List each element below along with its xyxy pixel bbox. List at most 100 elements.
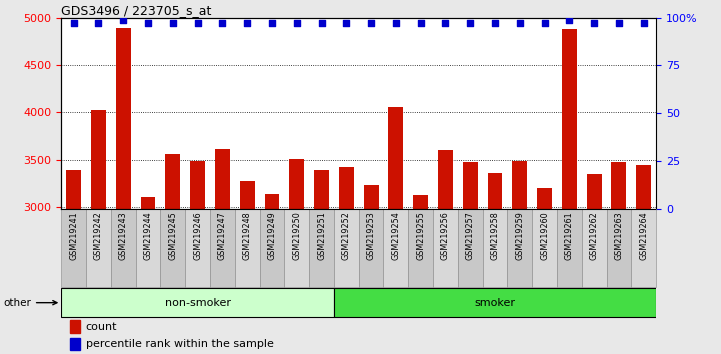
Bar bbox=[165, 154, 180, 209]
Point bbox=[588, 21, 600, 26]
Bar bbox=[463, 162, 478, 209]
Bar bbox=[413, 195, 428, 209]
FancyBboxPatch shape bbox=[433, 209, 458, 287]
FancyBboxPatch shape bbox=[458, 209, 482, 287]
Point bbox=[415, 21, 426, 26]
Point bbox=[564, 17, 575, 22]
Text: GSM219263: GSM219263 bbox=[614, 211, 624, 260]
Bar bbox=[562, 29, 577, 209]
FancyBboxPatch shape bbox=[161, 209, 185, 287]
FancyBboxPatch shape bbox=[508, 209, 532, 287]
Bar bbox=[438, 150, 453, 209]
Bar bbox=[190, 161, 205, 209]
Point bbox=[613, 21, 624, 26]
FancyBboxPatch shape bbox=[61, 288, 334, 317]
Text: GSM219255: GSM219255 bbox=[416, 211, 425, 260]
Point bbox=[192, 21, 203, 26]
Text: GSM219250: GSM219250 bbox=[292, 211, 301, 260]
FancyBboxPatch shape bbox=[606, 209, 632, 287]
Point bbox=[93, 21, 105, 26]
Bar bbox=[70, 338, 80, 350]
Point bbox=[638, 21, 650, 26]
FancyBboxPatch shape bbox=[185, 209, 210, 287]
Text: GSM219245: GSM219245 bbox=[168, 211, 177, 260]
Text: other: other bbox=[3, 298, 57, 308]
FancyBboxPatch shape bbox=[235, 209, 260, 287]
Text: GSM219260: GSM219260 bbox=[540, 211, 549, 260]
Bar bbox=[537, 188, 552, 209]
Text: GSM219254: GSM219254 bbox=[392, 211, 400, 260]
Bar bbox=[239, 181, 255, 209]
FancyBboxPatch shape bbox=[136, 209, 161, 287]
Text: non-smoker: non-smoker bbox=[164, 298, 231, 308]
Text: GSM219247: GSM219247 bbox=[218, 211, 227, 260]
FancyBboxPatch shape bbox=[334, 209, 359, 287]
FancyBboxPatch shape bbox=[210, 209, 235, 287]
Point bbox=[142, 21, 154, 26]
Bar bbox=[611, 161, 627, 209]
FancyBboxPatch shape bbox=[86, 209, 111, 287]
Point bbox=[266, 21, 278, 26]
FancyBboxPatch shape bbox=[284, 209, 309, 287]
Point bbox=[490, 21, 501, 26]
Text: GSM219264: GSM219264 bbox=[640, 211, 648, 260]
Text: smoker: smoker bbox=[474, 298, 516, 308]
Bar bbox=[513, 161, 527, 209]
FancyBboxPatch shape bbox=[359, 209, 384, 287]
Text: GDS3496 / 223705_s_at: GDS3496 / 223705_s_at bbox=[61, 4, 212, 17]
Text: GSM219257: GSM219257 bbox=[466, 211, 474, 260]
Point bbox=[316, 21, 327, 26]
Point bbox=[514, 21, 526, 26]
Bar bbox=[141, 196, 156, 209]
Text: GSM219261: GSM219261 bbox=[565, 211, 574, 260]
Text: GSM219246: GSM219246 bbox=[193, 211, 202, 260]
Point bbox=[291, 21, 303, 26]
Text: GSM219259: GSM219259 bbox=[516, 211, 524, 260]
FancyBboxPatch shape bbox=[582, 209, 606, 287]
FancyBboxPatch shape bbox=[482, 209, 508, 287]
Bar bbox=[91, 110, 106, 209]
Point bbox=[242, 21, 253, 26]
FancyBboxPatch shape bbox=[334, 288, 656, 317]
Text: GSM219262: GSM219262 bbox=[590, 211, 598, 260]
Point bbox=[366, 21, 377, 26]
Text: GSM219256: GSM219256 bbox=[441, 211, 450, 260]
Bar bbox=[363, 185, 379, 209]
Point bbox=[390, 21, 402, 26]
Point bbox=[68, 21, 79, 26]
Point bbox=[464, 21, 476, 26]
Text: GSM219248: GSM219248 bbox=[243, 211, 252, 260]
Bar bbox=[587, 174, 601, 209]
Bar bbox=[487, 173, 503, 209]
Point bbox=[167, 21, 179, 26]
Text: GSM219252: GSM219252 bbox=[342, 211, 351, 260]
Point bbox=[118, 17, 129, 22]
Text: GSM219243: GSM219243 bbox=[119, 211, 128, 260]
FancyBboxPatch shape bbox=[61, 209, 86, 287]
Text: GSM219249: GSM219249 bbox=[267, 211, 276, 260]
Text: GSM219241: GSM219241 bbox=[69, 211, 78, 260]
Text: GSM219258: GSM219258 bbox=[490, 211, 500, 260]
Bar bbox=[289, 159, 304, 209]
Point bbox=[216, 21, 228, 26]
Text: GSM219253: GSM219253 bbox=[366, 211, 376, 260]
Text: GSM219242: GSM219242 bbox=[94, 211, 103, 260]
Text: GSM219251: GSM219251 bbox=[317, 211, 326, 260]
FancyBboxPatch shape bbox=[384, 209, 408, 287]
Bar bbox=[116, 28, 131, 209]
Text: percentile rank within the sample: percentile rank within the sample bbox=[86, 339, 273, 349]
Bar bbox=[314, 170, 329, 209]
Bar bbox=[215, 149, 230, 209]
Bar bbox=[339, 167, 354, 209]
FancyBboxPatch shape bbox=[111, 209, 136, 287]
FancyBboxPatch shape bbox=[408, 209, 433, 287]
Bar bbox=[66, 170, 81, 209]
Point bbox=[340, 21, 352, 26]
Text: GSM219244: GSM219244 bbox=[143, 211, 153, 260]
Point bbox=[440, 21, 451, 26]
FancyBboxPatch shape bbox=[309, 209, 334, 287]
Bar bbox=[389, 107, 403, 209]
FancyBboxPatch shape bbox=[632, 209, 656, 287]
FancyBboxPatch shape bbox=[557, 209, 582, 287]
Text: count: count bbox=[86, 322, 118, 332]
